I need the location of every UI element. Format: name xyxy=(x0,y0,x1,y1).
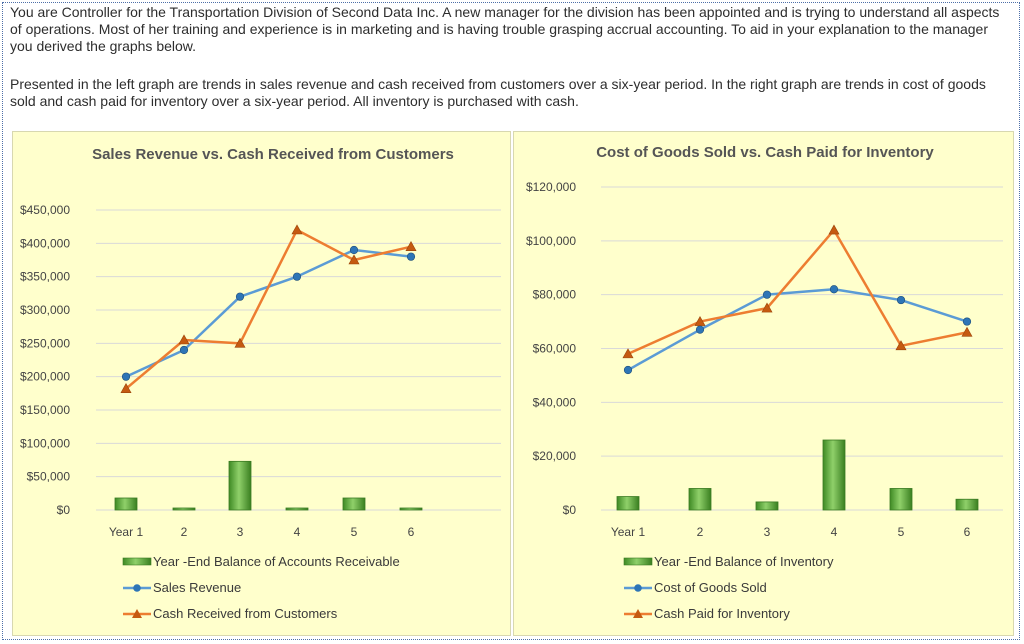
data-point xyxy=(695,325,705,334)
description-paragraph: Presented in the left graph are trends i… xyxy=(10,76,986,109)
y-tick-label: $20,000 xyxy=(533,449,577,463)
bar xyxy=(822,439,846,511)
bar xyxy=(285,507,309,511)
data-point xyxy=(962,317,972,326)
y-tick-label: $300,000 xyxy=(20,303,70,317)
x-tick-label: 2 xyxy=(181,525,188,539)
chart-title: Sales Revenue vs. Cash Received from Cus… xyxy=(92,146,454,163)
x-tick-label: 4 xyxy=(294,525,301,539)
legend-marker xyxy=(132,609,142,618)
bar xyxy=(889,488,913,511)
data-point xyxy=(623,365,633,375)
legend-marker xyxy=(133,584,141,592)
legend-label: Cost of Goods Sold xyxy=(654,580,767,595)
y-tick-label: $50,000 xyxy=(27,470,71,484)
bar xyxy=(172,507,196,511)
y-tick-label: $80,000 xyxy=(533,288,577,302)
cogs-chart: Cost of Goods Sold vs. Cash Paid for Inv… xyxy=(526,144,1003,621)
legend-swatch xyxy=(623,557,653,566)
data-point xyxy=(762,290,772,299)
data-point xyxy=(349,245,359,255)
x-tick-label: 6 xyxy=(964,525,971,539)
data-point xyxy=(348,254,360,265)
x-tick-label: 5 xyxy=(898,525,905,539)
data-point xyxy=(828,224,840,235)
bar xyxy=(228,460,252,511)
data-point xyxy=(292,272,302,281)
data-point xyxy=(235,292,245,301)
y-tick-label: $350,000 xyxy=(20,270,70,284)
intro-paragraph: You are Controller for the Transportatio… xyxy=(10,4,1000,54)
data-point xyxy=(121,372,131,381)
bar xyxy=(342,497,366,511)
y-tick-label: $100,000 xyxy=(526,234,576,248)
sales-revenue-chart-panel: Sales Revenue vs. Cash Received from Cus… xyxy=(12,131,511,636)
data-point xyxy=(406,252,416,261)
y-tick-label: $150,000 xyxy=(20,403,70,417)
data-point xyxy=(895,340,907,351)
y-tick-label: $0 xyxy=(563,503,577,517)
data-point xyxy=(179,345,189,355)
legend-label: Year -End Balance of Accounts Receivable xyxy=(153,554,400,569)
data-point xyxy=(291,224,303,235)
y-tick-label: $120,000 xyxy=(526,180,576,194)
x-tick-label: 4 xyxy=(831,525,838,539)
data-point xyxy=(761,302,773,313)
y-tick-label: $40,000 xyxy=(533,395,577,409)
data-point xyxy=(405,241,417,251)
bar xyxy=(616,496,640,511)
legend-swatch xyxy=(122,557,152,566)
y-tick-label: $450,000 xyxy=(20,203,70,217)
bar xyxy=(688,488,712,511)
y-tick-label: $100,000 xyxy=(20,436,70,450)
legend-marker xyxy=(633,609,643,618)
series-line xyxy=(125,248,412,378)
series-line xyxy=(627,228,968,356)
data-point xyxy=(120,383,132,393)
x-tick-label: 3 xyxy=(764,525,771,539)
data-point xyxy=(961,326,973,337)
y-tick-label: $250,000 xyxy=(20,336,70,350)
data-point xyxy=(234,337,246,348)
data-point xyxy=(896,295,906,305)
x-tick-label: 5 xyxy=(351,525,358,539)
legend-label: Cash Received from Customers xyxy=(153,606,338,621)
series-line xyxy=(125,228,412,390)
bar xyxy=(399,507,423,511)
series-line xyxy=(627,288,968,372)
y-tick-label: $0 xyxy=(57,503,71,517)
x-tick-label: Year 1 xyxy=(611,525,646,539)
chart-title: Cost of Goods Sold vs. Cash Paid for Inv… xyxy=(596,144,934,161)
legend-label: Year -End Balance of Inventory xyxy=(654,554,834,569)
bar xyxy=(755,501,779,511)
data-point xyxy=(622,348,634,359)
bar xyxy=(955,498,979,511)
legend-marker xyxy=(634,584,642,592)
cogs-chart-panel: Cost of Goods Sold vs. Cash Paid for Inv… xyxy=(513,131,1014,636)
bar xyxy=(114,497,138,511)
data-point xyxy=(829,285,839,294)
legend-label: Cash Paid for Inventory xyxy=(654,606,790,621)
y-tick-label: $60,000 xyxy=(533,342,577,356)
x-tick-label: 2 xyxy=(697,525,704,539)
sales-revenue-chart: Sales Revenue vs. Cash Received from Cus… xyxy=(20,146,501,621)
data-point xyxy=(694,315,706,326)
data-point xyxy=(178,334,190,345)
x-tick-label: 6 xyxy=(408,525,415,539)
x-tick-label: Year 1 xyxy=(109,525,144,539)
x-tick-label: 3 xyxy=(237,525,244,539)
legend-label: Sales Revenue xyxy=(153,580,241,595)
y-tick-label: $400,000 xyxy=(20,236,70,250)
y-tick-label: $200,000 xyxy=(20,370,70,384)
